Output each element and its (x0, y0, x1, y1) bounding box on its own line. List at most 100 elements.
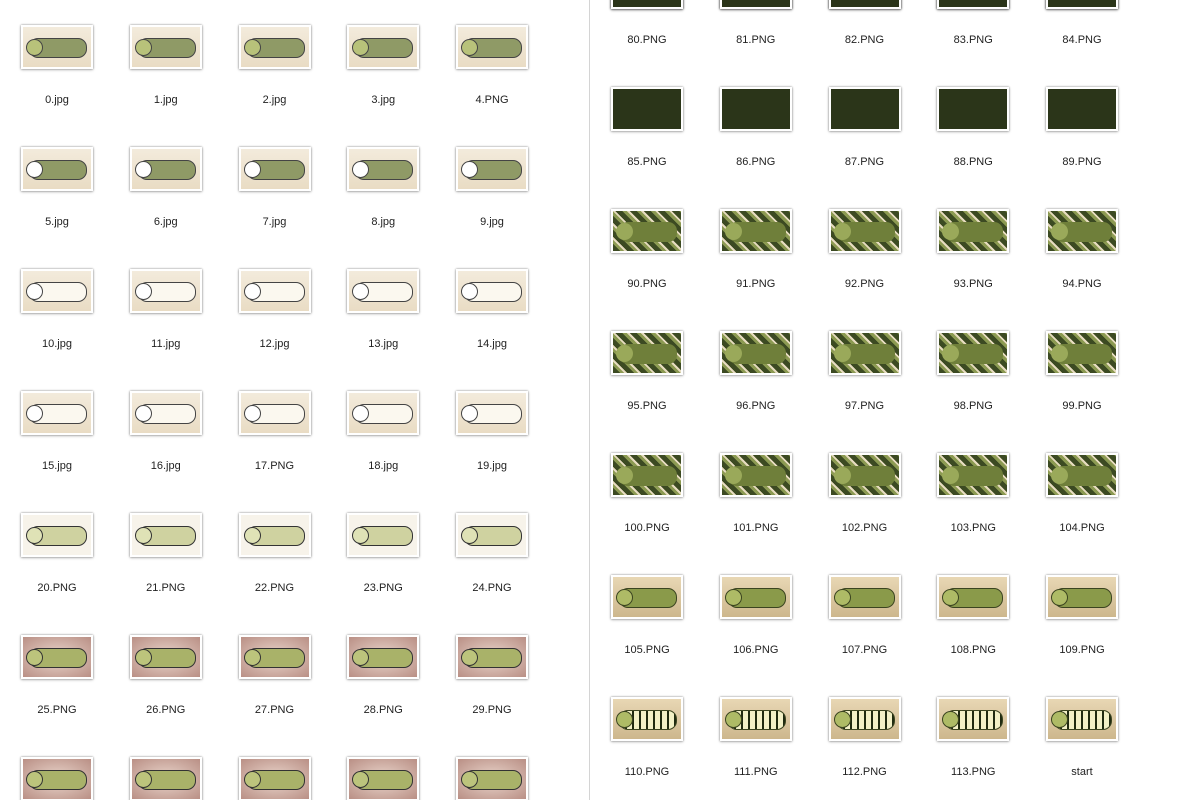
file-name[interactable]: 102.PNG (841, 522, 888, 534)
file-thumbnail[interactable] (937, 453, 1010, 497)
file-thumbnail[interactable] (21, 147, 93, 191)
file-name[interactable]: 80.PNG (627, 34, 667, 46)
file-thumbnail[interactable] (129, 391, 202, 435)
file-thumbnail[interactable] (828, 87, 901, 131)
file-name[interactable]: 94.PNG (1062, 278, 1102, 290)
file-name[interactable]: 113.PNG (951, 766, 996, 778)
file-thumbnail[interactable] (1046, 697, 1118, 741)
file-name[interactable]: 103.PNG (950, 522, 996, 534)
file-thumbnail[interactable] (937, 87, 1010, 131)
file-name[interactable]: 12.jpg (259, 338, 290, 350)
file-name[interactable]: 8.jpg (371, 216, 396, 228)
file-name[interactable]: 81.PNG (736, 34, 776, 46)
file-name[interactable]: 112.PNG (842, 766, 887, 778)
file-name[interactable]: 105.PNG (624, 644, 670, 656)
file-thumbnail[interactable] (238, 513, 311, 557)
file-thumbnail[interactable] (828, 331, 901, 375)
file-thumbnail[interactable] (238, 635, 311, 679)
file-name[interactable]: 7.jpg (262, 216, 287, 228)
file-name[interactable]: 109.PNG (1059, 644, 1105, 656)
file-name[interactable]: 110.PNG (624, 766, 670, 778)
file-thumbnail[interactable] (238, 147, 311, 191)
file-name[interactable]: 90.PNG (627, 278, 667, 290)
file-thumbnail[interactable] (1046, 87, 1118, 131)
file-name[interactable]: 111.PNG (733, 766, 778, 778)
file-thumbnail[interactable] (347, 269, 420, 313)
file-name[interactable]: 97.PNG (844, 400, 885, 412)
file-thumbnail[interactable] (1046, 209, 1118, 253)
file-name[interactable]: 87.PNG (844, 156, 885, 168)
file-thumbnail[interactable] (937, 0, 1010, 9)
file-name[interactable]: 14.jpg (477, 338, 507, 350)
file-thumbnail[interactable] (611, 453, 683, 497)
file-thumbnail[interactable] (719, 331, 792, 375)
file-thumbnail[interactable] (1046, 0, 1118, 9)
file-name[interactable]: 6.jpg (153, 216, 178, 228)
file-name[interactable]: 16.jpg (150, 460, 181, 472)
file-name[interactable]: 1.jpg (153, 94, 178, 106)
file-thumbnail[interactable] (21, 513, 93, 557)
file-name[interactable]: 11.jpg (151, 338, 181, 350)
file-thumbnail[interactable] (21, 391, 93, 435)
file-name[interactable]: 24.PNG (472, 582, 512, 594)
file-name[interactable]: 101.PNG (733, 522, 779, 534)
file-name[interactable]: 20.PNG (37, 582, 77, 594)
file-name[interactable]: 85.PNG (627, 156, 667, 168)
file-thumbnail[interactable] (21, 635, 93, 679)
file-thumbnail[interactable] (937, 331, 1010, 375)
file-thumbnail[interactable] (129, 757, 202, 800)
file-name[interactable]: 27.PNG (254, 704, 295, 716)
file-thumbnail[interactable] (456, 147, 528, 191)
file-thumbnail[interactable] (828, 453, 901, 497)
file-name[interactable]: 107.PNG (841, 644, 888, 656)
file-name[interactable]: 13.jpg (368, 338, 399, 350)
file-thumbnail[interactable] (611, 697, 683, 741)
file-thumbnail[interactable] (719, 0, 792, 9)
file-name[interactable]: 108.PNG (950, 644, 996, 656)
file-thumbnail[interactable] (1046, 331, 1118, 375)
file-thumbnail[interactable] (719, 697, 792, 741)
file-thumbnail[interactable] (21, 25, 93, 69)
file-name[interactable]: 3.jpg (371, 94, 396, 106)
file-thumbnail[interactable] (456, 635, 528, 679)
file-thumbnail[interactable] (937, 697, 1010, 741)
file-thumbnail[interactable] (611, 209, 683, 253)
file-thumbnail[interactable] (347, 513, 420, 557)
file-name[interactable]: 26.PNG (146, 704, 186, 716)
file-thumbnail[interactable] (347, 757, 420, 800)
file-name[interactable]: 86.PNG (736, 156, 776, 168)
file-name[interactable]: 22.PNG (254, 582, 295, 594)
file-thumbnail[interactable] (611, 331, 683, 375)
file-thumbnail[interactable] (456, 513, 528, 557)
file-thumbnail[interactable] (456, 757, 528, 800)
file-thumbnail[interactable] (1046, 575, 1118, 619)
file-thumbnail[interactable] (456, 269, 528, 313)
file-thumbnail[interactable] (129, 25, 202, 69)
file-name[interactable]: 4.PNG (475, 94, 509, 106)
file-thumbnail[interactable] (21, 757, 93, 800)
file-thumbnail[interactable] (129, 269, 202, 313)
file-name[interactable]: 96.PNG (736, 400, 776, 412)
file-name[interactable]: 25.PNG (37, 704, 77, 716)
file-thumbnail[interactable] (347, 635, 420, 679)
file-thumbnail[interactable] (611, 0, 683, 9)
file-thumbnail[interactable] (456, 25, 528, 69)
file-thumbnail[interactable] (828, 697, 901, 741)
file-thumbnail[interactable] (611, 87, 683, 131)
file-thumbnail[interactable] (238, 757, 311, 800)
file-name[interactable]: 21.PNG (146, 582, 186, 594)
file-thumbnail[interactable] (828, 209, 901, 253)
file-name[interactable]: 15.jpg (42, 460, 72, 472)
file-thumbnail[interactable] (611, 575, 683, 619)
file-name[interactable]: 93.PNG (953, 278, 993, 290)
file-name[interactable]: 29.PNG (472, 704, 512, 716)
file-thumbnail[interactable] (937, 209, 1010, 253)
file-thumbnail[interactable] (828, 575, 901, 619)
file-name[interactable]: 18.jpg (368, 460, 399, 472)
file-thumbnail[interactable] (347, 147, 420, 191)
file-name[interactable]: 84.PNG (1062, 34, 1102, 46)
file-name[interactable]: 89.PNG (1062, 156, 1102, 168)
file-name[interactable]: 5.jpg (45, 216, 69, 228)
file-thumbnail[interactable] (129, 635, 202, 679)
file-name[interactable]: 104.PNG (1059, 522, 1105, 534)
